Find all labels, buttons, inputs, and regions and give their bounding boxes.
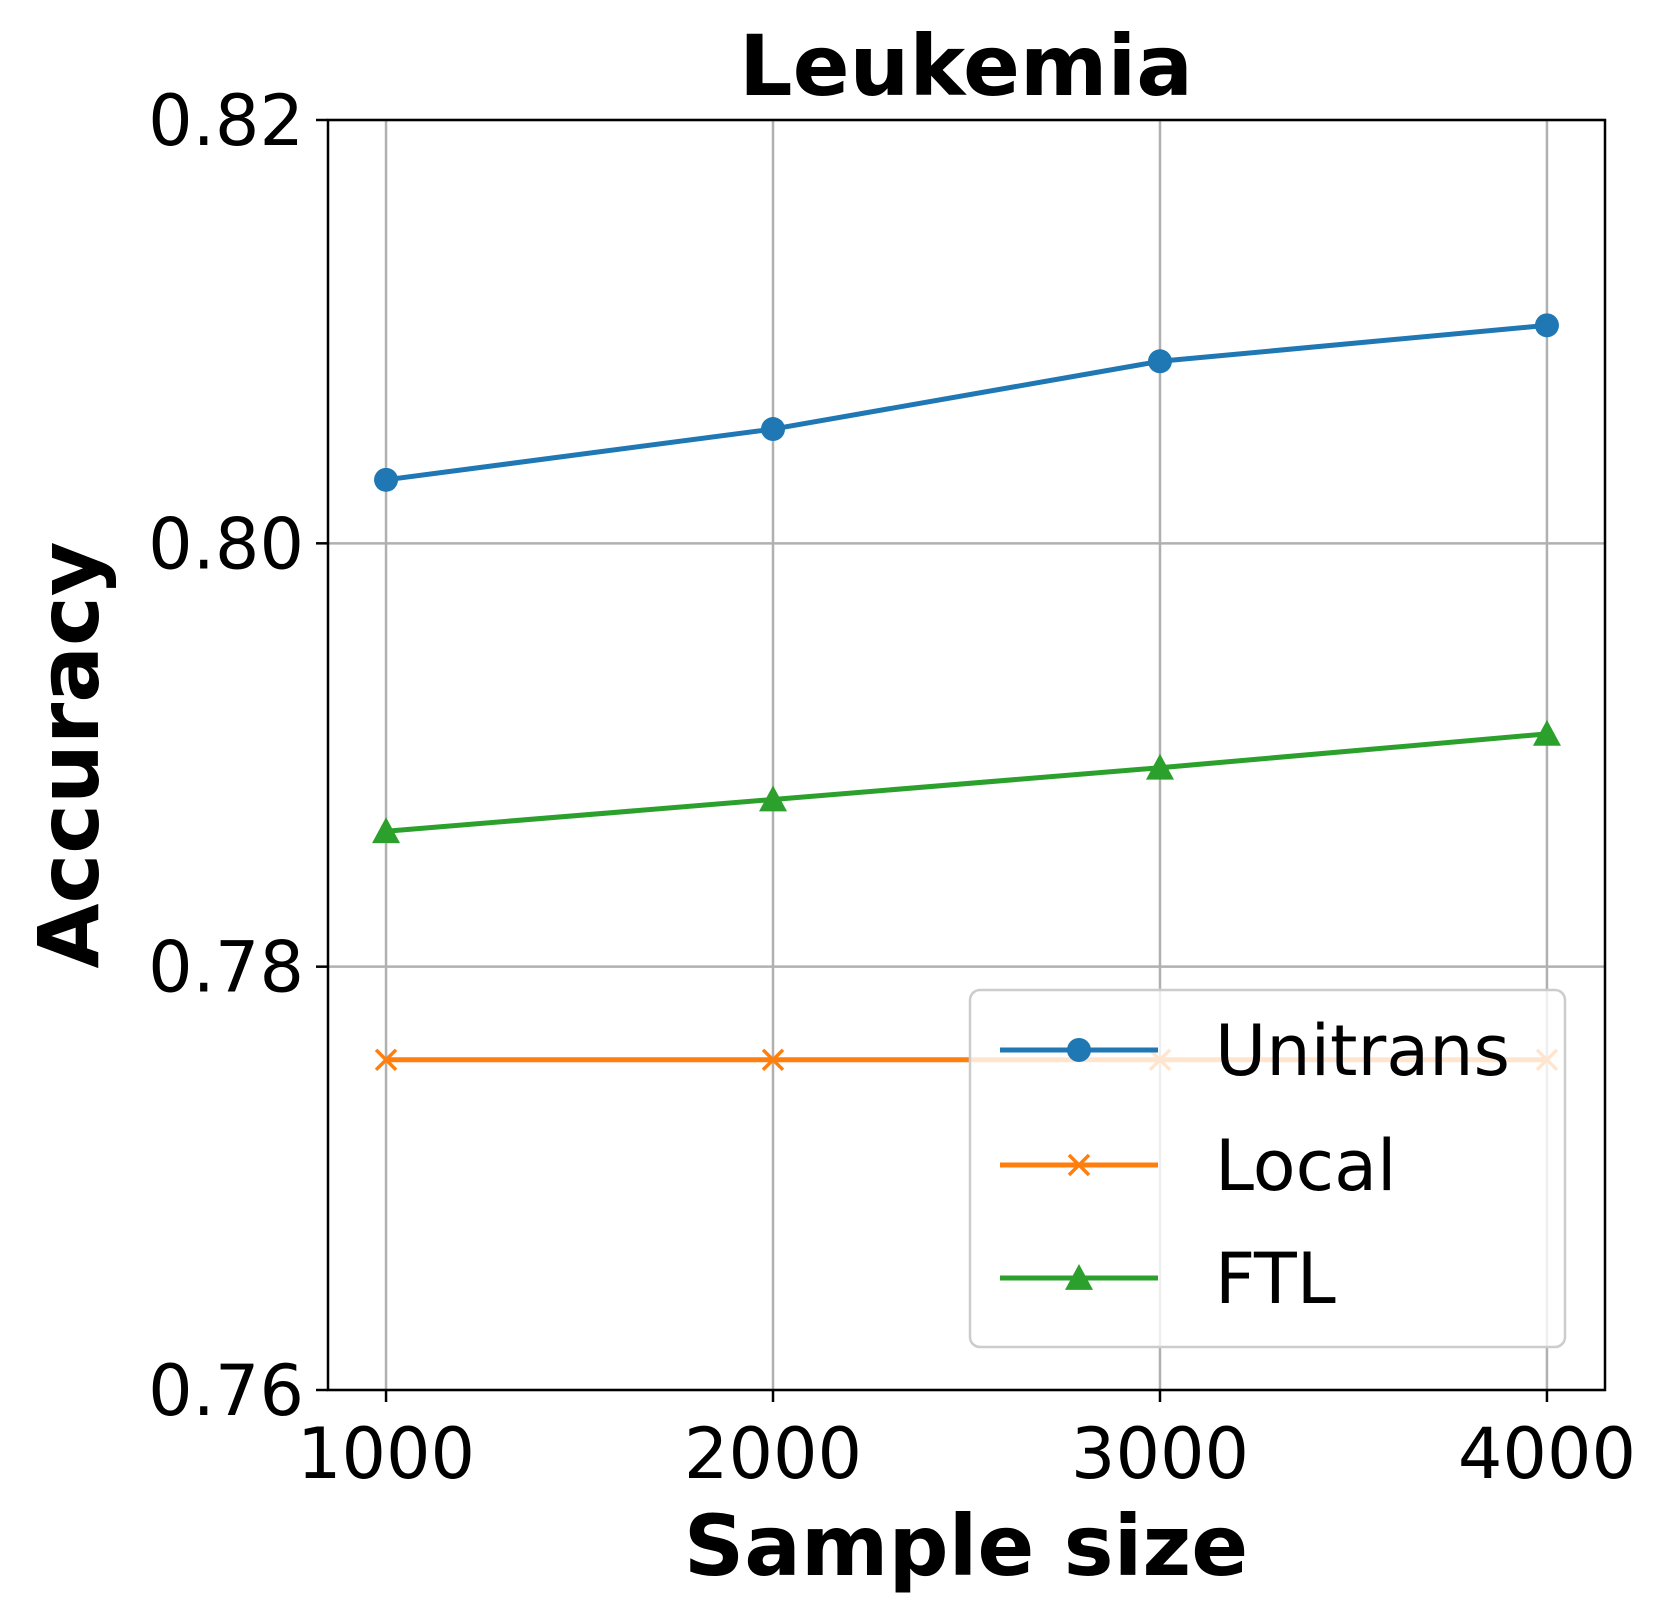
- y-axis-label: Accuracy: [20, 541, 118, 968]
- legend-label-ftl: FTL: [1215, 1238, 1336, 1320]
- legend-label-unitrans: Unitrans: [1215, 1010, 1510, 1092]
- x-tick-label: 3000: [1071, 1413, 1249, 1495]
- y-tick-label: 0.76: [148, 1350, 304, 1432]
- y-tick-label: 0.80: [148, 503, 304, 585]
- legend: Unitrans Local FTL: [968, 988, 1567, 1349]
- legend-marker-ftl: [1065, 1264, 1093, 1290]
- x-tick-label: 2000: [684, 1413, 862, 1495]
- series-line-ftl: [385, 731, 1548, 834]
- legend-label-local: Local: [1215, 1125, 1396, 1207]
- y-tick-label: 0.78: [148, 927, 304, 1009]
- data-point-ftl: [1145, 753, 1174, 780]
- data-point-unitrans: [1147, 349, 1172, 374]
- data-point-local: [761, 1048, 785, 1072]
- series-markers: [372, 313, 1561, 1072]
- data-point-ftl: [1532, 719, 1561, 746]
- series-lines: [385, 322, 1548, 1063]
- x-tick-label: 4000: [1458, 1413, 1636, 1495]
- data-point-ftl: [372, 817, 401, 844]
- series-line-unitrans: [385, 322, 1548, 483]
- legend-marker-local: [1067, 1153, 1091, 1177]
- legend-box: [968, 988, 1567, 1349]
- x-axis-label: Sample size: [684, 1497, 1249, 1595]
- data-point-unitrans: [761, 417, 786, 442]
- y-tick-label: 0.82: [148, 80, 304, 162]
- legend-marker-unitrans: [1067, 1038, 1091, 1062]
- data-point-unitrans: [1534, 313, 1559, 338]
- data-point-unitrans: [374, 467, 399, 492]
- data-point-ftl: [759, 785, 788, 812]
- data-point-local: [374, 1048, 398, 1072]
- plot-frame: [326, 118, 1607, 1392]
- x-tick-label: 1000: [297, 1413, 475, 1495]
- chart-title: Leukemia: [739, 17, 1193, 115]
- axis-ticks: 1000 2000 3000 4000 0.76 0.78 0.80 0.82: [148, 80, 1636, 1495]
